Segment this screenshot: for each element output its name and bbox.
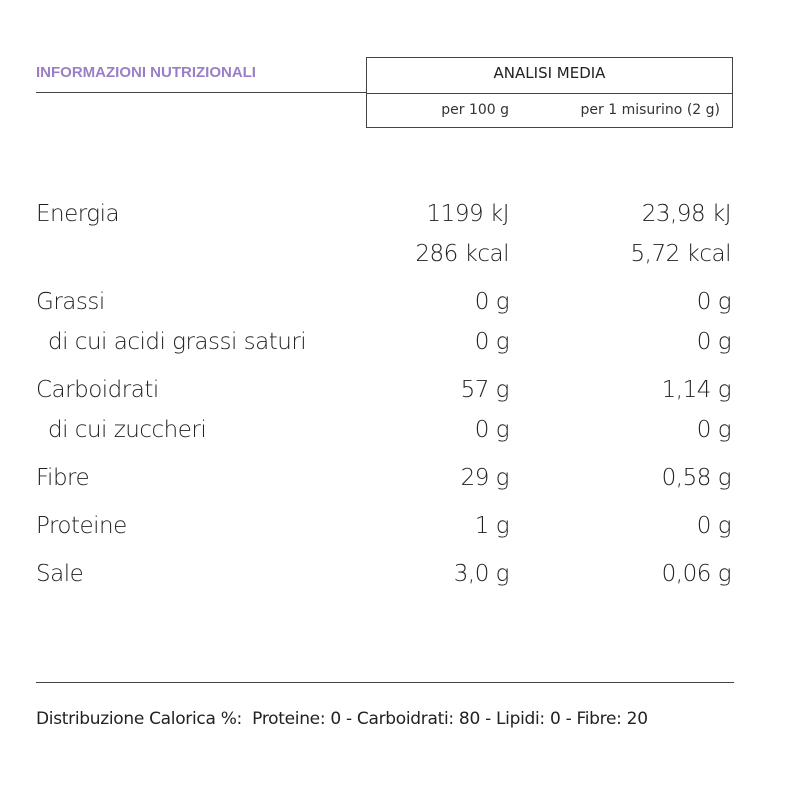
row-label: Proteine bbox=[36, 513, 127, 539]
row-value: 29 g bbox=[460, 465, 510, 491]
row-label: Energia bbox=[36, 201, 120, 227]
row-value: 0 g bbox=[696, 289, 732, 315]
panel-title: INFORMAZIONI NUTRIZIONALI bbox=[36, 64, 256, 81]
row-value: 0 g bbox=[474, 417, 510, 443]
row-value: 1199 kJ bbox=[426, 201, 510, 227]
row-value: 23,98 kJ bbox=[641, 201, 732, 227]
row-value: 57 g bbox=[460, 377, 510, 403]
row-value: 3,0 g bbox=[453, 561, 510, 587]
row-value: 5,72 kcal bbox=[630, 241, 732, 267]
row-value: 0 g bbox=[696, 513, 732, 539]
row-label: Sale bbox=[36, 561, 84, 587]
row-value: 0,58 g bbox=[661, 465, 732, 491]
title-rule bbox=[36, 92, 366, 93]
row-value: 1 g bbox=[474, 513, 510, 539]
row-label: Fibre bbox=[36, 465, 90, 491]
row-value: 0 g bbox=[474, 329, 510, 355]
row-label: Grassi bbox=[36, 289, 105, 315]
sub-row-label: di cui acidi grassi saturi bbox=[48, 329, 307, 355]
footer-rule bbox=[36, 682, 734, 683]
column-header: per 100 g bbox=[441, 102, 509, 118]
footer-note: Distribuzione Calorica %: Proteine: 0 - … bbox=[36, 709, 648, 729]
header-title: ANALISI MEDIA bbox=[493, 64, 606, 82]
row-value: 286 kcal bbox=[415, 241, 509, 267]
row-value: 1,14 g bbox=[661, 377, 732, 403]
column-header: per 1 misurino (2 g) bbox=[580, 102, 720, 118]
row-value: 0 g bbox=[696, 417, 732, 443]
sub-row-label: di cui zuccheri bbox=[48, 417, 207, 443]
row-label: Carboidrati bbox=[36, 377, 159, 403]
header-divider bbox=[367, 93, 732, 94]
row-value: 0 g bbox=[474, 289, 510, 315]
row-value: 0,06 g bbox=[661, 561, 732, 587]
header-box bbox=[366, 57, 733, 128]
row-value: 0 g bbox=[696, 329, 732, 355]
